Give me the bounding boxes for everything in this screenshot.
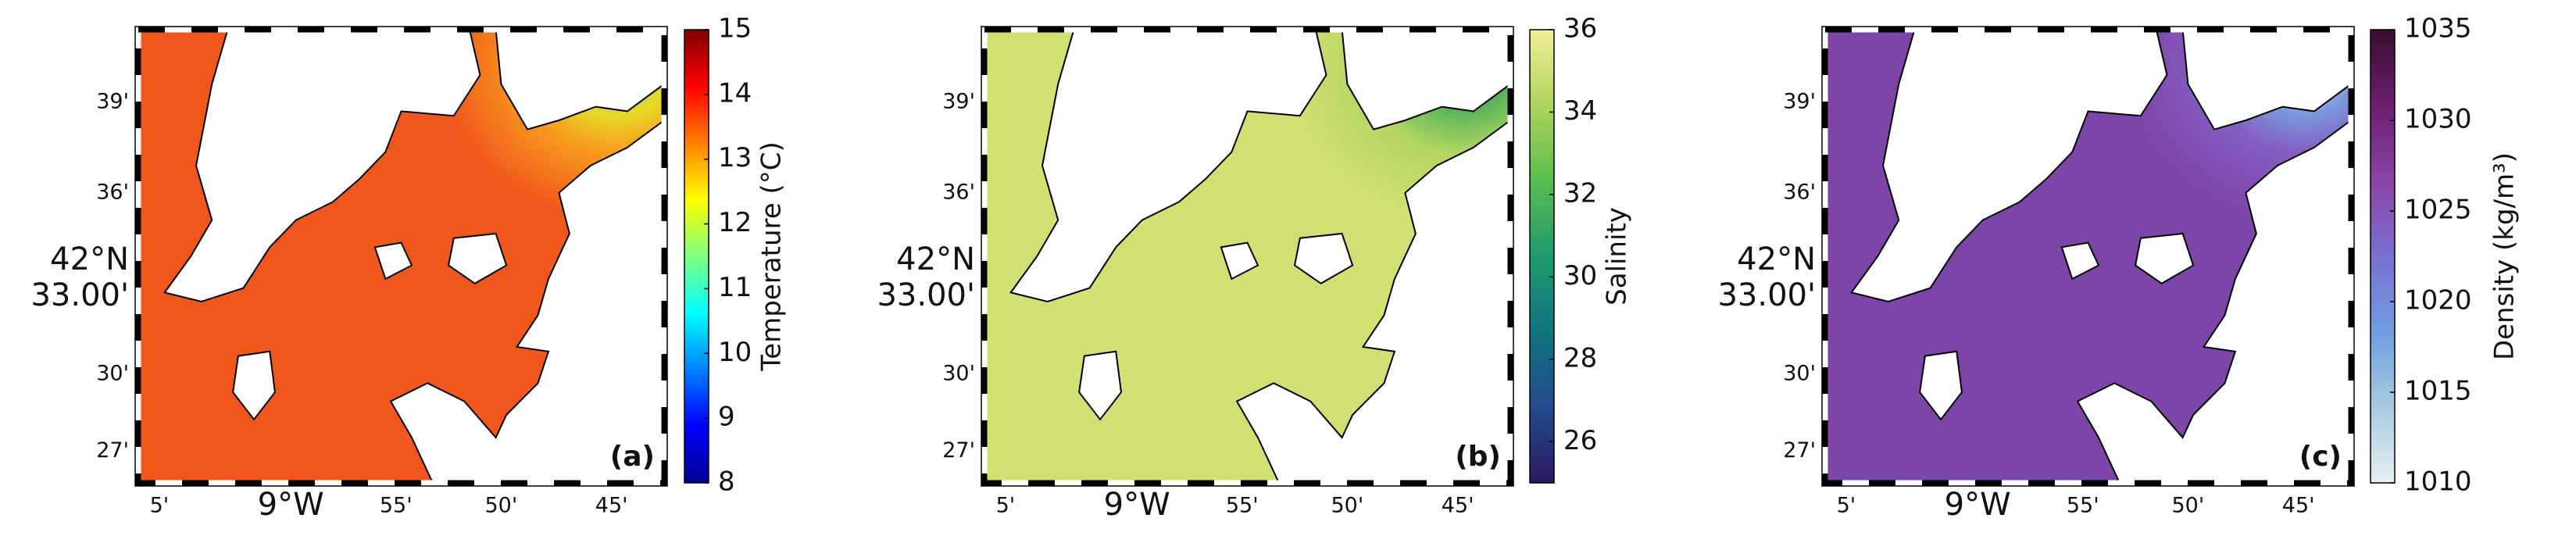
land bbox=[1009, 30, 1327, 303]
frame bbox=[981, 27, 1513, 486]
y-tick-label: 33.00' bbox=[30, 277, 129, 313]
colorbar-tick-label: 11 bbox=[718, 272, 752, 303]
colorbar-label: Density (kg/m³) bbox=[2489, 152, 2521, 360]
x-tick-label: 50' bbox=[484, 494, 517, 518]
land bbox=[2181, 30, 2351, 130]
colorbar-tick-label: 30 bbox=[1563, 260, 1597, 291]
y-tick-label: 27' bbox=[96, 438, 129, 463]
colorbar bbox=[1529, 29, 1555, 484]
land bbox=[389, 119, 664, 483]
map-panel: 5' 9°W 55' 50' 45' 39' 36' 33.00' 30' 27' 42°N (a) 8… bbox=[30, 13, 787, 523]
land bbox=[1919, 350, 1963, 421]
y-tick-label: 33.00' bbox=[877, 277, 975, 313]
land bbox=[1341, 30, 1510, 130]
y-tick-label: 30' bbox=[96, 361, 129, 385]
land bbox=[495, 30, 664, 130]
colorbar-tick-label: 13 bbox=[718, 142, 752, 173]
x-tick-label: 55' bbox=[1226, 494, 1259, 518]
map-panel: 5' 9°W 55' 50' 45' 39' 36' 33.00' 30' 27' 42°N (b) 2… bbox=[877, 13, 1632, 523]
land bbox=[1220, 241, 1259, 281]
colorbar-label: Salinity bbox=[1602, 207, 1633, 306]
colorbar-tick-label: 15 bbox=[718, 13, 752, 45]
lat-label: 42°N bbox=[1737, 241, 1816, 277]
colorbar-tick-label: 10 bbox=[718, 337, 752, 368]
y-tick-label: 36' bbox=[1783, 180, 1816, 204]
land bbox=[2134, 232, 2195, 284]
y-tick-label: 30' bbox=[1783, 361, 1816, 385]
land bbox=[447, 232, 508, 284]
land bbox=[1078, 350, 1123, 421]
colorbar-tick-label: 36 bbox=[1563, 13, 1597, 45]
y-tick-label: 36' bbox=[96, 180, 129, 204]
x-tick-label: 5' bbox=[150, 494, 170, 518]
x-tick-label: 5' bbox=[1837, 494, 1856, 518]
x-tick-label: 45' bbox=[1442, 494, 1474, 518]
panel-label: (a) bbox=[610, 441, 655, 473]
colorbar-tick-label: 14 bbox=[718, 77, 752, 109]
colorbar-tick-label: 32 bbox=[1563, 177, 1597, 209]
colorbar-tick-label: 8 bbox=[718, 466, 735, 498]
land bbox=[373, 241, 413, 281]
x-tick-label: 9°W bbox=[258, 487, 324, 523]
x-tick-label: 55' bbox=[380, 494, 413, 518]
colorbar-tick-label: 26 bbox=[1563, 425, 1597, 456]
colorbar-tick-label: 1015 bbox=[2404, 376, 2472, 407]
colorbar-label: Temperature (°C) bbox=[756, 141, 788, 371]
x-tick-label: 45' bbox=[595, 494, 628, 518]
x-tick-label: 9°W bbox=[1104, 487, 1170, 523]
y-tick-label: 39' bbox=[1783, 89, 1816, 113]
colorbar-tick-label: 34 bbox=[1563, 95, 1597, 127]
lat-label: 42°N bbox=[896, 241, 975, 277]
colorbar-tick-label: 12 bbox=[718, 207, 752, 238]
map-panel: 5' 9°W 55' 50' 45' 39' 36' 33.00' 30' 27' 42°N (c) 1… bbox=[1717, 13, 2520, 523]
colorbar-tick-label: 1030 bbox=[2404, 104, 2472, 135]
x-tick-label: 50' bbox=[2171, 494, 2204, 518]
lat-label: 42°N bbox=[50, 241, 129, 277]
frame-edge bbox=[134, 26, 668, 487]
x-tick-label: 45' bbox=[2282, 494, 2315, 518]
panel-label: (c) bbox=[2299, 441, 2342, 473]
frame-edge bbox=[981, 26, 1514, 487]
colorbar bbox=[684, 29, 709, 484]
frame bbox=[135, 27, 667, 486]
y-tick-label: 27' bbox=[1783, 438, 1816, 463]
land bbox=[1235, 119, 1510, 483]
x-tick-label: 50' bbox=[1331, 494, 1363, 518]
x-tick-label: 55' bbox=[2067, 494, 2099, 518]
y-tick-label: 39' bbox=[96, 89, 129, 113]
panel-label: (b) bbox=[1455, 441, 1501, 473]
x-tick-label: 5' bbox=[996, 494, 1016, 518]
land bbox=[1293, 232, 1354, 284]
colorbar-tick-label: 1020 bbox=[2404, 285, 2472, 316]
land bbox=[1849, 30, 2168, 303]
field bbox=[138, 30, 664, 483]
land bbox=[2060, 241, 2100, 281]
y-tick-label: 33.00' bbox=[1717, 277, 1816, 313]
y-tick-label: 36' bbox=[942, 180, 975, 204]
y-tick-label: 30' bbox=[942, 361, 975, 385]
colorbar-tick-label: 1025 bbox=[2404, 195, 2472, 226]
y-tick-label: 27' bbox=[942, 438, 975, 463]
field bbox=[984, 30, 1510, 483]
field bbox=[1825, 30, 2351, 483]
frame bbox=[1822, 27, 2354, 486]
x-tick-label: 9°W bbox=[1945, 487, 2011, 523]
colorbar-tick-label: 1010 bbox=[2404, 466, 2472, 498]
colorbar bbox=[2370, 29, 2396, 484]
colorbar-tick-label: 9 bbox=[718, 402, 735, 433]
land bbox=[232, 350, 277, 421]
frame-edge bbox=[1821, 26, 2355, 487]
colorbar-tick-label: 28 bbox=[1563, 342, 1597, 373]
land bbox=[2076, 119, 2351, 483]
y-tick-label: 39' bbox=[942, 89, 975, 113]
land bbox=[163, 30, 481, 303]
colorbar-tick-label: 1035 bbox=[2404, 13, 2472, 45]
